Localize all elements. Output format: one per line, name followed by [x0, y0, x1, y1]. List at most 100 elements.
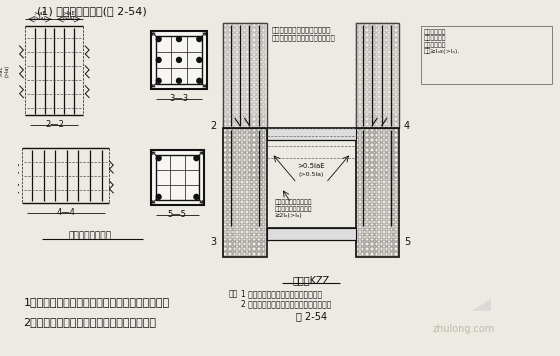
Bar [248, 28, 251, 32]
Bar [223, 237, 227, 241]
Bar [361, 83, 364, 86]
Bar [248, 134, 251, 137]
Bar [248, 183, 251, 187]
Bar [156, 155, 199, 200]
Bar [385, 23, 388, 27]
Bar [257, 178, 260, 182]
Bar [228, 138, 232, 142]
Bar [238, 237, 241, 241]
Bar [370, 127, 371, 129]
Bar [366, 143, 369, 147]
Bar [375, 183, 379, 187]
Bar [370, 129, 374, 132]
Bar [422, 26, 552, 84]
Bar [375, 38, 379, 42]
Bar [223, 98, 227, 101]
Bar [361, 208, 364, 211]
Bar [366, 148, 369, 152]
Bar [390, 247, 393, 251]
Bar [253, 78, 256, 81]
Bar [262, 242, 265, 246]
Bar [223, 252, 227, 256]
Bar [390, 28, 393, 32]
Bar [248, 68, 251, 71]
Bar [361, 163, 364, 167]
Bar [366, 232, 369, 236]
Bar [262, 53, 265, 57]
Bar [228, 108, 232, 111]
Bar [390, 148, 393, 152]
Bar [242, 153, 246, 157]
Bar [242, 58, 246, 62]
Bar [223, 143, 227, 147]
Bar [238, 117, 241, 121]
Bar [390, 38, 393, 42]
Bar [390, 188, 393, 192]
Bar [223, 43, 227, 47]
Bar [233, 78, 236, 81]
Bar [394, 93, 398, 96]
Bar [375, 28, 379, 32]
Text: 4—4: 4—4 [57, 208, 76, 217]
Bar [257, 93, 260, 96]
Bar [223, 134, 227, 137]
Bar [370, 134, 374, 137]
Bar [380, 98, 383, 101]
Bar [366, 122, 369, 126]
Bar [394, 227, 398, 231]
Bar [390, 134, 393, 137]
Bar [375, 127, 376, 129]
Bar [262, 98, 265, 101]
Bar [390, 117, 393, 121]
Bar [370, 108, 374, 111]
Bar [228, 58, 232, 62]
Bar [242, 198, 246, 201]
Bar [238, 43, 241, 47]
Bar [228, 38, 232, 42]
Text: 自框支柱边缘
算起，弯错入
框支梁或楼层
板内≥lₐᴇ(>lₐ).: 自框支柱边缘 算起，弯错入 框支梁或楼层 板内≥lₐᴇ(>lₐ). [423, 29, 460, 54]
Bar [356, 129, 359, 132]
Bar [262, 188, 265, 192]
Bar [370, 242, 374, 246]
Bar [366, 33, 369, 37]
Bar [385, 58, 388, 62]
Bar [375, 33, 379, 37]
Bar [366, 83, 369, 86]
Bar [253, 188, 256, 192]
Bar [356, 173, 359, 177]
Bar [370, 78, 374, 81]
Bar [385, 158, 388, 162]
Text: >laE
(>la): >laE (>la) [0, 65, 10, 77]
Bar [228, 103, 232, 106]
Bar [366, 203, 369, 206]
Bar [248, 168, 251, 172]
Bar [370, 237, 374, 241]
Bar [233, 188, 236, 192]
Bar [370, 43, 374, 47]
Bar [257, 63, 260, 66]
Bar [390, 153, 393, 157]
Bar [366, 213, 369, 216]
Bar [361, 252, 364, 256]
Bar [356, 73, 359, 76]
Bar [262, 117, 265, 121]
Bar [385, 63, 388, 66]
Bar [390, 33, 393, 37]
Bar [228, 158, 232, 162]
Bar [375, 232, 379, 236]
Bar [385, 198, 388, 201]
Bar [233, 28, 236, 32]
Bar [385, 98, 388, 101]
Bar [223, 227, 227, 231]
Bar [248, 73, 251, 76]
Bar [390, 93, 393, 96]
Bar [394, 188, 398, 192]
Text: 注：: 注： [228, 289, 237, 298]
Bar [361, 237, 364, 241]
Bar [233, 88, 236, 91]
Bar [223, 247, 227, 251]
Bar [257, 127, 258, 129]
Bar [385, 222, 388, 226]
Bar [233, 193, 236, 197]
Bar [238, 93, 241, 96]
